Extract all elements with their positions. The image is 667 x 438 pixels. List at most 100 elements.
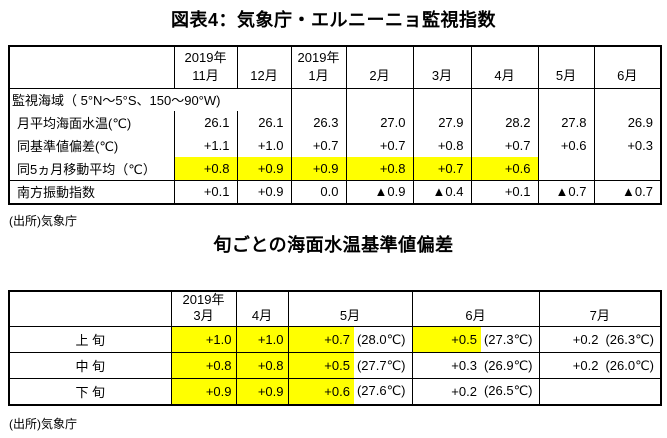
table-cell: 26.1 <box>236 111 291 134</box>
highlighted-cell: +0.5 (27.7℃) <box>287 352 413 379</box>
elnino-monthly-index-table: 2019年 11月 12月 2019年 1月 2月 3月 4月 5月 6月 監視海域… <box>8 45 662 205</box>
table1-col-header: 6月 <box>593 46 661 89</box>
empty-cell <box>470 88 538 111</box>
table-cell: ▲0.7 <box>537 179 594 204</box>
anomaly-value: +0.5 <box>289 353 354 378</box>
anomaly-value: +0.8 <box>172 353 235 378</box>
sst-value: (27.3℃) <box>483 331 533 347</box>
sst-value: (28.0℃) <box>356 331 406 347</box>
month-label: 4月 <box>494 67 515 83</box>
table-cell: +0.8 <box>412 134 471 157</box>
empty-cell <box>412 88 471 111</box>
table1-row-southern-oscillation: 南方振動指数 +0.1 +0.9 0.0 ▲0.9 ▲0.4 +0.1 ▲0.7… <box>8 179 661 204</box>
source-note: (出所)気象庁 <box>9 214 77 228</box>
anomaly-value: +1.0 <box>237 327 287 352</box>
month-label: 7月 <box>589 308 610 323</box>
month-label: 11月 <box>192 67 219 83</box>
highlighted-cell: +0.8 <box>345 157 413 180</box>
table-cell: 28.2 <box>470 111 538 134</box>
empty-cell <box>538 378 662 405</box>
row-label: 同基準値偏差(℃) <box>8 134 174 157</box>
anomaly-value: +1.0 <box>172 327 235 352</box>
month-label: 6月 <box>465 308 486 323</box>
sst-value: (26.5℃) <box>483 383 533 399</box>
anomaly-value: +0.3 <box>451 358 477 373</box>
highlighted-cell: +0.8 <box>173 157 237 180</box>
sst-value: (26.9℃) <box>483 357 533 373</box>
table1-col-header: 2月 <box>345 46 413 89</box>
highlighted-cell: +0.5 (27.3℃) <box>411 326 540 353</box>
table1-region-row: 監視海域（ 5°N～5°S、150～90°W) <box>8 88 661 111</box>
table-cell: 26.3 <box>290 111 346 134</box>
table-cell: +0.2 (26.0℃) <box>538 352 662 379</box>
source-note: (出所)気象庁 <box>9 417 77 431</box>
anomaly-value: +0.2 <box>572 358 599 373</box>
month-label: 12月 <box>250 67 278 83</box>
table-cell: +0.2 (26.5℃) <box>411 378 540 405</box>
table-cell: ▲0.7 <box>593 179 661 204</box>
month-label: 3月 <box>193 308 214 323</box>
table2-col-header: 4月 <box>235 290 289 327</box>
anomaly-value: +0.6 <box>289 379 354 404</box>
table-cell: 0.0 <box>290 179 346 204</box>
anomaly-value: +0.2 <box>451 383 477 399</box>
table1-col-header: 5月 <box>537 46 594 89</box>
highlighted-cell: +0.9 <box>236 157 291 180</box>
table-cell: +0.1 <box>470 179 538 204</box>
table2-corner-cell <box>8 290 172 327</box>
sst-value: (26.3℃) <box>605 331 654 347</box>
table-cell: ▲0.9 <box>345 179 413 204</box>
table-cell: 27.9 <box>412 111 471 134</box>
highlighted-cell: +0.7 <box>412 157 471 180</box>
table-cell: +0.6 <box>537 134 594 157</box>
table-cell <box>537 157 594 180</box>
table1-corner-cell <box>8 46 174 89</box>
month-label: 1月 <box>308 67 329 83</box>
table1-col-header: 12月 <box>236 46 291 89</box>
table-cell: 26.1 <box>173 111 237 134</box>
table-cell: +0.9 <box>236 179 291 204</box>
table2-col-header: 2019年 3月 <box>170 290 237 327</box>
table2-col-header: 6月 <box>411 290 540 327</box>
month-label: 5月 <box>555 67 577 83</box>
table-cell: ▲0.4 <box>412 179 471 204</box>
highlighted-cell: +0.9 <box>235 378 289 405</box>
highlighted-cell: +1.0 <box>170 326 237 353</box>
table1-row-5month-average: 同5ヵ月移動平均（℃） +0.8 +0.9 +0.9 +0.8 +0.7 +0.… <box>8 157 661 180</box>
table1-col-header: 2019年 11月 <box>173 46 237 89</box>
empty-cell <box>593 88 661 111</box>
row-label: 中 旬 <box>8 352 172 379</box>
table2-col-header: 7月 <box>538 290 662 327</box>
row-label: 上 旬 <box>8 326 172 353</box>
table-cell: +1.0 <box>236 134 291 157</box>
table1-col-header: 3月 <box>412 46 471 89</box>
highlighted-cell: +0.9 <box>290 157 346 180</box>
year-label: 2019年 <box>184 49 227 65</box>
month-label: 2月 <box>369 67 390 83</box>
anomaly-value: +0.8 <box>237 353 287 378</box>
highlighted-cell: +0.8 <box>170 352 237 379</box>
sst-value: (26.0℃) <box>605 357 654 373</box>
table-cell: +0.3 <box>593 134 661 157</box>
sst-value: (27.6℃) <box>356 383 406 399</box>
table-cell: 27.8 <box>537 111 594 134</box>
anomaly-value: +0.5 <box>413 327 481 352</box>
month-label: 6月 <box>617 67 638 83</box>
table-cell <box>593 157 661 180</box>
highlighted-cell: +0.6 (27.6℃) <box>287 378 413 405</box>
table-cell: 26.9 <box>593 111 661 134</box>
month-label: 4月 <box>251 308 273 323</box>
year-label: 2019年 <box>297 49 340 65</box>
anomaly-value: +0.2 <box>572 332 599 347</box>
highlighted-cell: +0.6 <box>470 157 538 180</box>
table1-row-sst: 月平均海面水温(℃) 26.1 26.1 26.3 27.0 27.9 28.2… <box>8 111 661 134</box>
monitoring-region-label: 監視海域（ 5°N～5°S、150～90°W) <box>8 88 291 111</box>
table2-row-late-dekad: 下 旬 +0.9 +0.9 +0.6 (27.6℃) +0.2 (26.5℃) <box>8 378 662 405</box>
table2-col-header: 5月 <box>287 290 413 327</box>
month-label: 3月 <box>431 67 453 83</box>
anomaly-value: +0.7 <box>289 327 354 352</box>
empty-cell <box>537 88 594 111</box>
table2-row-early-dekad: 上 旬 +1.0 +1.0 +0.7 (28.0℃) +0.5 (27.3℃) +0… <box>8 326 662 353</box>
anomaly-value <box>540 380 660 404</box>
highlighted-cell: +1.0 <box>235 326 289 353</box>
